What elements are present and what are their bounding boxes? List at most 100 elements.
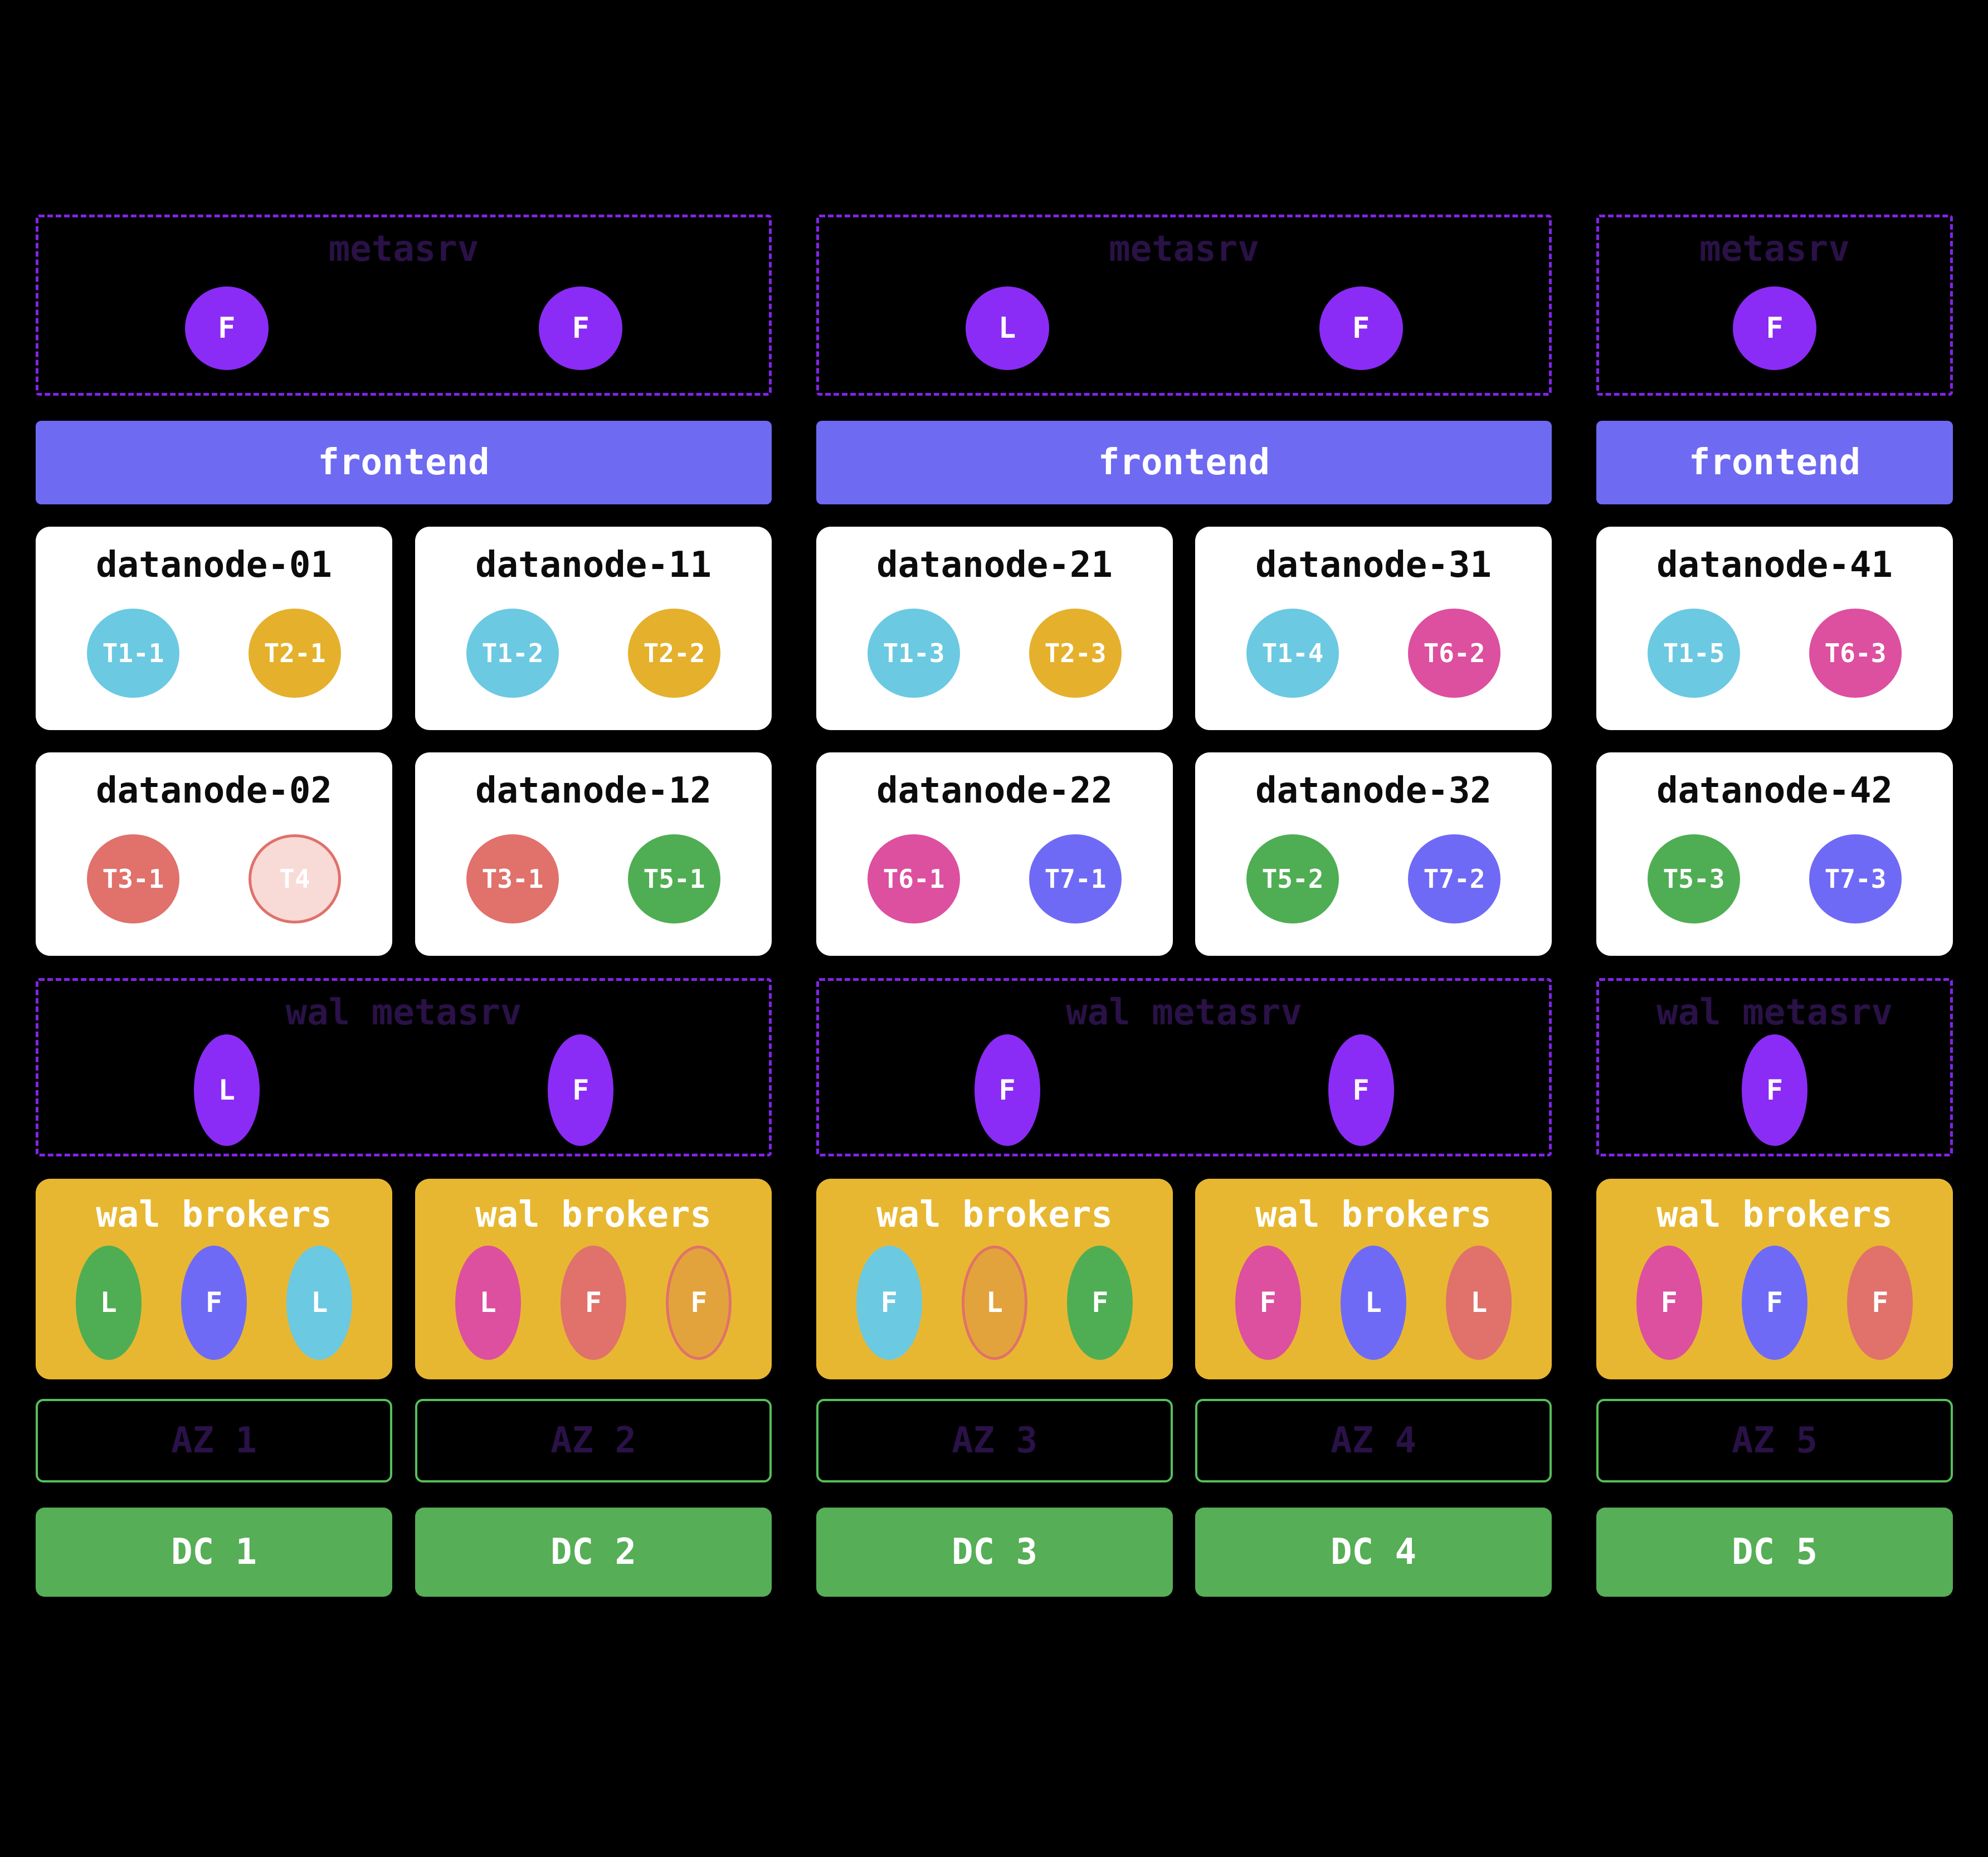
wal-metasrv-title: wal metasrv xyxy=(1066,992,1302,1033)
wal-metasrv-box: wal metasrv F F xyxy=(816,978,1552,1156)
az-box: AZ 2 xyxy=(415,1399,772,1482)
wal-brokers-title: wal brokers xyxy=(475,1194,712,1236)
datanode-box: datanode-11 T1-2 T2-2 xyxy=(415,527,772,730)
datanode-box: datanode-12 T3-1 T5-1 xyxy=(415,752,772,956)
region-chip: T2-3 xyxy=(1029,608,1122,698)
region-chip: T7-3 xyxy=(1809,834,1902,923)
dc-box: DC 4 xyxy=(1195,1508,1552,1597)
raft-node: F xyxy=(1742,1034,1807,1146)
metasrv-title: metasrv xyxy=(328,229,479,270)
dc-box: DC 1 xyxy=(36,1508,392,1597)
datanode-box: datanode-02 T3-1 T4 xyxy=(36,752,392,956)
broker-node: F xyxy=(1636,1245,1702,1360)
wal-brokers-title: wal brokers xyxy=(1255,1194,1492,1236)
datanode-title: datanode-41 xyxy=(1656,545,1893,586)
metasrv-title: metasrv xyxy=(1109,229,1259,270)
datanode-title: datanode-22 xyxy=(876,770,1113,811)
wal-brokers-box: wal brokers L F F xyxy=(415,1179,772,1379)
wal-brokers-title: wal brokers xyxy=(96,1194,332,1236)
dc-box: DC 3 xyxy=(816,1508,1173,1597)
region-chip: T1-2 xyxy=(466,608,559,698)
datanode-title: datanode-12 xyxy=(475,770,712,811)
broker-node: L xyxy=(1340,1245,1406,1360)
raft-node: F xyxy=(184,286,269,370)
wal-metasrv-nodes: F xyxy=(1599,1033,1950,1154)
broker-node: L xyxy=(75,1245,142,1360)
region-chip: T2-1 xyxy=(248,608,341,698)
datanode-box: datanode-01 T1-1 T2-1 xyxy=(36,527,392,730)
raft-node: L xyxy=(965,286,1049,370)
region-chip: T1-5 xyxy=(1648,608,1740,698)
wal-metasrv-nodes: F F xyxy=(819,1033,1549,1154)
wal-brokers-box: wal brokers F L L xyxy=(1195,1179,1552,1379)
wal-metasrv-title: wal metasrv xyxy=(285,992,522,1033)
metasrv-title: metasrv xyxy=(1699,229,1850,270)
wal-brokers-box: wal brokers F F F xyxy=(1596,1179,1953,1379)
region-chip: T7-2 xyxy=(1408,834,1500,923)
dc-box: DC 2 xyxy=(415,1508,772,1597)
wal-brokers-box: wal brokers L F L xyxy=(36,1179,392,1379)
region-chip: T6-2 xyxy=(1408,608,1500,698)
region-chip: T1-3 xyxy=(868,608,960,698)
frontend-bar: frontend xyxy=(36,421,772,504)
datanode-box: datanode-21 T1-3 T2-3 xyxy=(816,527,1173,730)
metasrv-box: metasrv F xyxy=(1596,215,1953,396)
raft-node: F xyxy=(1328,1034,1394,1146)
broker-node: F xyxy=(1067,1245,1133,1360)
raft-node: F xyxy=(974,1034,1040,1146)
datanode-title: datanode-11 xyxy=(475,545,712,586)
metasrv-box: metasrv F F xyxy=(36,215,772,396)
datanode-box: datanode-32 T5-2 T7-2 xyxy=(1195,752,1552,956)
broker-node: F xyxy=(560,1245,626,1360)
region-chip: T1-1 xyxy=(87,608,179,698)
region-chip: T3-1 xyxy=(466,834,559,923)
broker-node: F xyxy=(1741,1245,1807,1360)
datanode-title: datanode-31 xyxy=(1255,545,1492,586)
broker-node: L xyxy=(1446,1245,1512,1360)
az-box: AZ 5 xyxy=(1596,1399,1953,1482)
wal-brokers-title: wal brokers xyxy=(1656,1194,1893,1236)
metasrv-nodes: F xyxy=(1599,270,1950,393)
raft-node: F xyxy=(1319,286,1403,370)
region-chip: T5-2 xyxy=(1246,834,1339,923)
wal-metasrv-title: wal metasrv xyxy=(1656,992,1893,1033)
wal-metasrv-nodes: L F xyxy=(38,1033,769,1154)
cluster-diagram: metasrv F F metasrv L F metasrv F fronte… xyxy=(36,215,1953,1597)
az-box: AZ 3 xyxy=(816,1399,1173,1482)
metasrv-nodes: L F xyxy=(819,270,1549,393)
datanode-box: datanode-22 T6-1 T7-1 xyxy=(816,752,1173,956)
broker-node: F xyxy=(856,1245,922,1360)
broker-node: F xyxy=(181,1245,247,1360)
broker-node: L xyxy=(455,1245,521,1360)
datanode-box: datanode-42 T5-3 T7-3 xyxy=(1596,752,1953,956)
datanode-title: datanode-32 xyxy=(1255,770,1492,811)
region-chip: T5-1 xyxy=(628,834,720,923)
broker-node: F xyxy=(666,1245,732,1360)
az-box: AZ 4 xyxy=(1195,1399,1552,1482)
wal-metasrv-box: wal metasrv F xyxy=(1596,978,1953,1156)
region-chip: T3-1 xyxy=(87,834,179,923)
wal-brokers-title: wal brokers xyxy=(876,1194,1113,1236)
raft-node: F xyxy=(1733,286,1816,370)
region-chip: T5-3 xyxy=(1648,834,1740,923)
broker-node: F xyxy=(1847,1245,1913,1360)
region-chip: T6-1 xyxy=(868,834,960,923)
datanode-title: datanode-02 xyxy=(96,770,332,811)
frontend-bar: frontend xyxy=(1596,421,1953,504)
az-box: AZ 1 xyxy=(36,1399,392,1482)
region-chip: T2-2 xyxy=(628,608,720,698)
metasrv-box: metasrv L F xyxy=(816,215,1552,396)
broker-node: L xyxy=(286,1245,353,1360)
broker-node: F xyxy=(1235,1245,1301,1360)
region-chip: T7-1 xyxy=(1029,834,1122,923)
datanode-box: datanode-31 T1-4 T6-2 xyxy=(1195,527,1552,730)
raft-node: F xyxy=(539,286,623,370)
broker-node: L xyxy=(961,1245,1027,1360)
metasrv-nodes: F F xyxy=(38,270,769,393)
wal-metasrv-box: wal metasrv L F xyxy=(36,978,772,1156)
datanode-title: datanode-42 xyxy=(1656,770,1893,811)
region-chip: T4 xyxy=(248,834,341,923)
datanode-title: datanode-21 xyxy=(876,545,1113,586)
raft-node: F xyxy=(548,1034,614,1146)
region-chip: T6-3 xyxy=(1809,608,1902,698)
